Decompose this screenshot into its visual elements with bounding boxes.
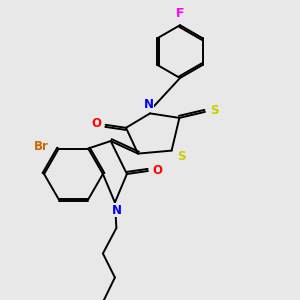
Text: S: S: [177, 149, 185, 163]
Text: F: F: [176, 7, 184, 20]
Text: O: O: [152, 164, 162, 177]
Text: N: N: [143, 98, 154, 112]
Text: N: N: [111, 204, 122, 217]
Text: Br: Br: [34, 140, 49, 153]
Text: S: S: [211, 104, 219, 118]
Text: O: O: [92, 117, 102, 130]
